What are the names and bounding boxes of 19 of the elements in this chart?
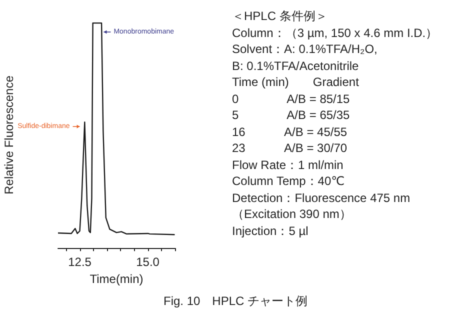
y-axis-title: Relative Fluorescence — [2, 75, 16, 194]
text: ＜HPLC 条件例＞ — [232, 8, 328, 24]
text: Column Temp：40℃ — [232, 173, 346, 190]
text: Solvent：A: 0.1%TFA/H₂O, — [232, 41, 378, 58]
text: 0 A/B = 85/15 — [232, 90, 351, 107]
text: Flow Rate：1 ml/min — [232, 156, 344, 173]
text: Column：（3 µm, 150 x 4.6 mm I.D.） — [232, 24, 439, 41]
text: 23 A/B = 30/70 — [232, 140, 348, 156]
text: （Excitation 390 nm） — [232, 206, 352, 222]
text: Injection：5 µl — [232, 222, 310, 239]
x-tick-label: 12.5 — [68, 255, 92, 270]
text: Time (min) Gradient — [232, 74, 360, 90]
x-tick-label: 15.0 — [136, 255, 160, 270]
text: Detection：Fluorescence 475 nm — [232, 190, 412, 206]
text: 16 A/B = 45/55 — [232, 124, 348, 140]
text: B: 0.1%TFA/Acetonitrile — [232, 58, 360, 74]
x-axis-title: Time(min) — [90, 272, 144, 286]
text: 5 A/B = 65/35 — [232, 107, 351, 124]
caption: Fig. 10 HPLC チャート例 — [162, 293, 309, 310]
